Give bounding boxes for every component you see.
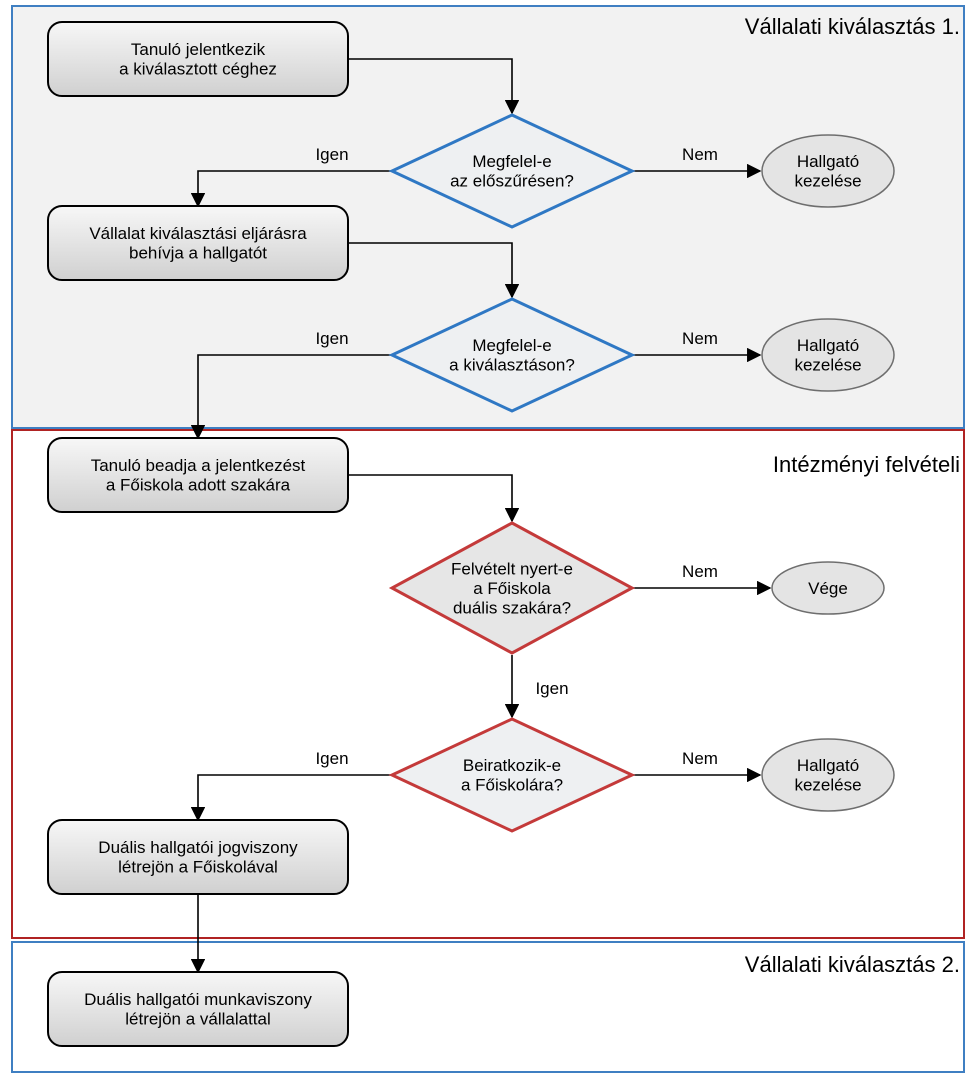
svg-text:Tanuló jelentkezika kiválaszto: Tanuló jelentkezika kiválasztott céghez: [119, 40, 277, 79]
edge-label: Igen: [315, 145, 348, 164]
svg-text:Tanuló beadja a jelentkezésta: Tanuló beadja a jelentkezésta Főiskola a…: [91, 456, 306, 495]
edge-label: Igen: [315, 749, 348, 768]
terminator-t1: Hallgatókezelése: [762, 135, 894, 207]
svg-text:Duális hallgatói jogviszonylét: Duális hallgatói jogviszonylétrejön a Fő…: [98, 838, 298, 877]
edge-label: Nem: [682, 562, 718, 581]
terminator-t3: Vége: [772, 562, 884, 614]
svg-text:Hallgatókezelése: Hallgatókezelése: [794, 756, 861, 795]
process-p2: Vállalat kiválasztási eljárásrabehívja a…: [48, 206, 348, 280]
svg-text:Hallgatókezelése: Hallgatókezelése: [794, 152, 861, 191]
section-title: Vállalati kiválasztás 2.: [745, 952, 960, 977]
process-p5: Duális hallgatói munkaviszonylétrejön a …: [48, 972, 348, 1046]
terminator-t4: Hallgatókezelése: [762, 739, 894, 811]
process-p4: Duális hallgatói jogviszonylétrejön a Fő…: [48, 820, 348, 894]
process-p1: Tanuló jelentkezika kiválasztott céghez: [48, 22, 348, 96]
flowchart-canvas: Vállalati kiválasztás 1. Intézményi felvé…: [0, 0, 974, 1078]
terminator-t2: Hallgatókezelése: [762, 319, 894, 391]
edge-label: Nem: [682, 329, 718, 348]
edge-label: Igen: [535, 679, 568, 698]
svg-text:Vége: Vége: [808, 579, 848, 598]
edge-label: Nem: [682, 145, 718, 164]
section-title: Vállalati kiválasztás 1.: [745, 14, 960, 39]
edge-label: Igen: [315, 329, 348, 348]
svg-text:Beiratkozik-ea Főiskolára?: Beiratkozik-ea Főiskolára?: [461, 756, 563, 795]
edge-label: Nem: [682, 749, 718, 768]
svg-text:Hallgatókezelése: Hallgatókezelése: [794, 336, 861, 375]
process-p3: Tanuló beadja a jelentkezésta Főiskola a…: [48, 438, 348, 512]
section-title: Intézményi felvételi: [773, 452, 960, 477]
